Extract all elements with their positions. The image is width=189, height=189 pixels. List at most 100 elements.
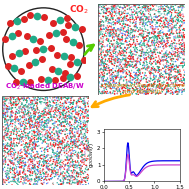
Point [57,155,60,158]
Point [121,58,124,61]
Point [139,54,143,57]
Point [36,98,39,101]
Point [36,180,39,183]
Point [6,132,9,135]
Point [106,44,109,47]
Point [165,17,168,20]
Point [47,122,50,125]
Point [101,58,104,61]
Point [129,58,132,61]
Point [164,37,167,40]
Point [25,150,28,153]
Point [126,67,129,70]
Point [19,152,22,155]
Point [73,178,76,181]
Point [176,7,179,10]
Point [165,66,168,69]
Point [163,55,166,58]
Point [131,55,134,58]
Point [109,87,112,90]
Point [170,49,173,52]
Point [183,73,186,76]
Point [101,60,104,63]
Point [153,28,156,31]
Point [21,160,24,163]
Point [71,179,74,182]
Point [39,147,42,150]
Point [167,84,170,87]
Point [119,63,122,66]
Point [3,159,6,162]
Point [61,146,64,149]
Point [171,13,174,16]
Point [130,91,133,94]
Point [99,45,102,48]
Point [60,163,64,166]
Point [76,153,79,156]
Point [106,87,109,90]
Point [153,57,156,60]
Point [23,153,26,156]
Point [35,180,38,183]
Point [16,112,19,115]
Point [71,107,74,110]
Point [2,101,5,104]
Point [49,110,52,113]
Point [172,19,175,22]
Point [11,143,14,146]
Point [112,38,115,41]
Point [156,91,159,94]
Point [2,137,5,140]
Point [182,4,185,7]
Point [108,83,111,86]
Point [148,21,151,24]
Point [152,50,155,53]
Point [56,110,59,113]
Point [84,104,87,107]
Point [21,142,24,145]
Point [108,42,111,45]
Point [163,66,166,69]
Point [80,149,83,152]
Point [176,32,179,35]
Point [80,181,83,184]
Point [55,153,58,156]
Point [41,169,44,172]
Point [21,106,24,109]
Point [59,109,62,112]
Point [65,156,68,159]
Point [83,128,86,131]
Point [109,92,112,95]
Point [27,170,30,173]
Point [119,69,122,72]
Point [159,52,162,55]
Point [83,179,86,182]
Point [10,104,13,107]
Point [15,154,18,157]
Point [109,83,112,86]
Point [82,163,85,166]
Point [174,90,177,93]
Point [66,178,69,181]
Point [176,16,179,19]
Point [13,167,16,170]
Point [36,102,39,105]
Point [112,31,115,34]
Point [62,179,65,182]
Point [98,81,101,84]
Point [30,138,33,141]
Point [176,77,179,80]
Point [119,3,122,6]
Point [102,11,105,14]
Point [27,119,30,122]
Point [177,71,180,74]
Point [143,25,146,28]
Point [148,72,151,75]
Point [120,43,123,46]
Point [45,160,48,163]
Point [146,81,149,84]
Point [148,62,151,65]
Point [135,20,138,23]
Point [64,179,67,182]
Point [148,38,151,41]
